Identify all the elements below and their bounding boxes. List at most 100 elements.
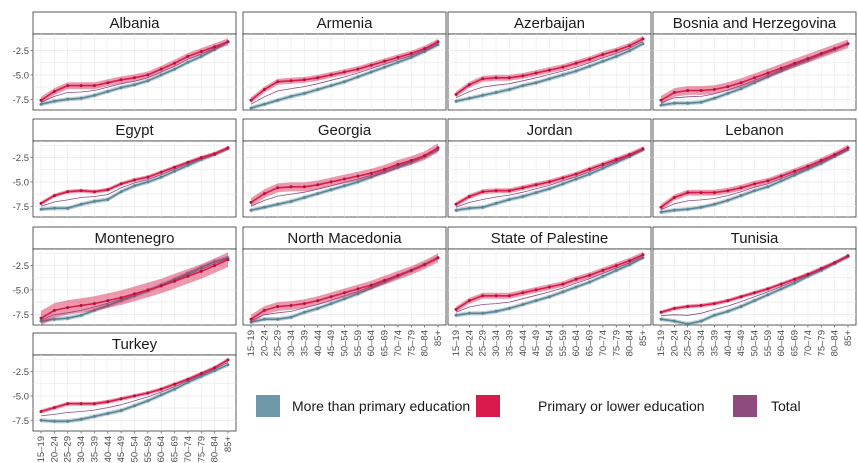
x-tick-label: 75–79 [196,436,207,462]
facet-title: Lebanon [725,122,783,139]
data-point [146,391,150,395]
data-point [92,93,96,97]
data-point [409,55,413,59]
data-point [686,322,690,326]
data-point [779,179,783,183]
data-point [766,287,770,291]
points-primary-or-lower [249,40,440,102]
panel-jordan: Jordan [447,118,652,218]
x-tick-label: 30–34 [491,330,502,356]
data-point [521,84,525,88]
x-tick-label: 85+ [433,330,444,347]
data-point [173,387,177,391]
data-point [561,282,565,286]
data-point [316,306,320,310]
x-tick-label: 80–84 [830,330,841,356]
data-point [601,59,605,63]
data-point [226,146,230,150]
data-point [213,45,217,49]
x-tick-label: 15–19 [246,330,257,356]
data-point [423,47,427,51]
data-point [316,299,320,303]
data-point [753,81,756,85]
data-point [672,196,676,199]
data-point [699,191,703,195]
data-point [753,299,756,303]
y-tick-label: -2.5 [13,46,29,57]
band-more-than-primary [456,255,643,318]
data-point [173,279,177,283]
x-tick-label: 55–59 [353,330,364,356]
data-point [199,266,203,269]
data-point [186,163,190,167]
x-tick-label: 45–49 [326,330,337,356]
y-tick-label: -5.0 [13,177,29,188]
data-point [249,208,253,212]
x-tick-label: 20–24 [49,436,60,462]
points-primary-or-lower [249,256,440,321]
line-total [455,40,644,99]
x-tick-label: 20–24 [464,330,475,356]
facet-title: Georgia [318,122,372,139]
y-tick-label: -7.5 [13,95,29,106]
points-more-than-primary [659,42,850,107]
facet-title: State of Palestine [491,230,609,247]
data-point [548,77,551,81]
data-point [507,189,511,193]
x-tick-label: 50–54 [750,330,761,356]
data-point [186,54,190,58]
data-point [628,49,632,53]
band-more-than-primary [456,147,643,213]
data-point [588,273,592,277]
data-point [601,268,605,272]
x-tick-label: 60–64 [571,330,582,356]
data-point [846,254,850,258]
points-primary-or-lower [39,40,230,102]
data-point [588,57,592,61]
line-total [40,361,229,417]
data-point [614,268,618,272]
data-point [481,205,485,209]
legend-label: Total [771,398,801,414]
data-point [481,190,485,194]
data-point [436,40,440,44]
data-point [146,288,150,292]
facet-title: Azerbaijan [514,15,585,32]
line-total [40,41,229,103]
y-tick-label: -2.5 [13,367,29,378]
x-tick-label: 40–44 [723,330,734,356]
data-point [79,402,83,406]
data-point [79,189,83,193]
line-total [250,148,439,207]
data-point [659,103,663,107]
data-point [276,305,280,308]
data-point [628,263,632,267]
data-point [739,87,743,91]
x-tick-label: 80–84 [210,436,221,462]
data-point [753,291,756,295]
data-point [396,165,400,169]
panel-montenegro: Montenegro -2.5 -5.0 -7.5 [13,226,237,326]
data-point [806,56,810,60]
data-point [173,165,177,169]
line-total [660,255,849,317]
data-point [396,162,400,166]
data-point [276,80,280,84]
points-primary-or-lower [659,254,850,314]
data-point [133,76,136,80]
data-point [521,291,525,295]
data-point [548,68,551,72]
data-point [739,81,743,85]
facet-title: Bosnia and Herzegovina [673,15,837,32]
x-axes: 15–19 20–24 25–29 30–34 35–39 40–44 45–49 50–54… [36,325,854,462]
data-point [481,93,485,97]
data-point [521,74,525,78]
data-point [329,84,333,88]
x-tick-label: 25–29 [63,436,74,462]
data-point [712,302,716,306]
data-point [343,291,346,295]
data-point [454,208,458,212]
x-tick-label: 35–39 [709,330,720,356]
data-point [574,177,578,181]
panel-lebanon: Lebanon [652,118,857,218]
